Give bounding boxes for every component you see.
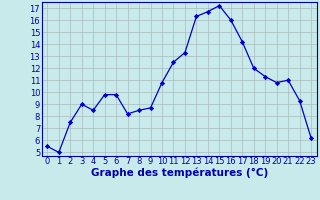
X-axis label: Graphe des températures (°C): Graphe des températures (°C) xyxy=(91,168,268,178)
